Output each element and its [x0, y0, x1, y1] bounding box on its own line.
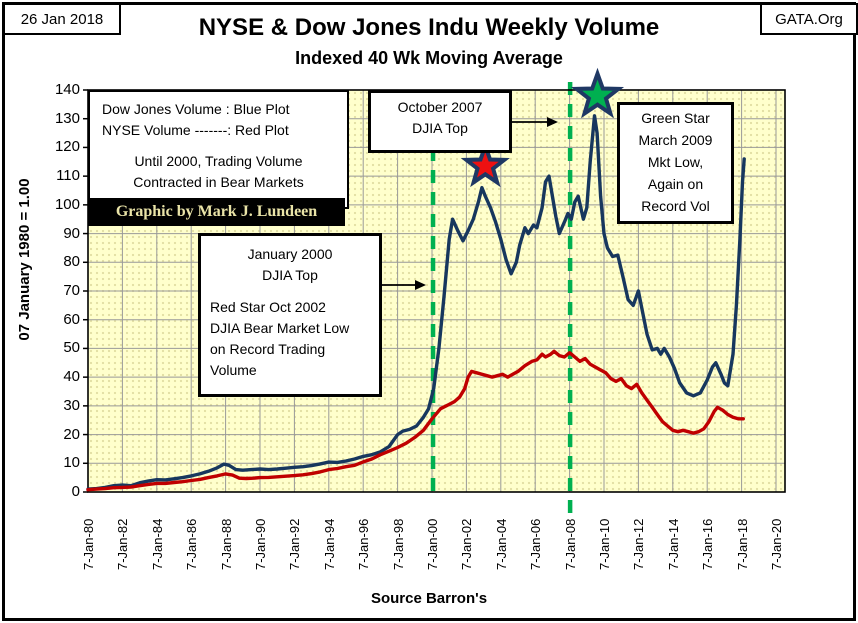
green-star: [570, 67, 625, 119]
annotation-line: Green Star: [641, 110, 710, 126]
credit-text: Graphic by Mark J. Lundeen: [115, 203, 318, 220]
annotation-green-star: Green Star March 2009 Mkt Low, Again on Reco…: [617, 102, 734, 224]
y-tick-label: 50: [63, 339, 80, 357]
x-tick-label: 7-Jan-10: [597, 518, 612, 570]
x-tick-label: 7-Jan-88: [218, 518, 234, 570]
x-tick-label: 7-Jan-06: [528, 518, 544, 570]
chart-title: NYSE & Dow Jones Indu Weekly Volume: [198, 14, 660, 41]
annotation-oct-2007: October 2007 DJIA Top: [368, 90, 512, 153]
x-tick-label: 7-Jan-04: [493, 518, 509, 570]
legend-line-dow: Dow Jones Volume : Blue Plot: [102, 101, 290, 117]
y-tick-label: 80: [63, 253, 80, 271]
x-tick-label: 7-Jan-08: [562, 518, 578, 570]
y-tick-label: 140: [54, 81, 80, 98]
red-star: [460, 140, 510, 188]
annotation-line: DJIA Top: [412, 120, 468, 136]
dow-volume-line: [86, 114, 746, 491]
x-tick-label: 7-Jan-18: [734, 518, 750, 570]
y-tick-label: 30: [63, 396, 80, 414]
y-tick-label: 40: [63, 368, 80, 386]
date-text: 26 Jan 2018: [20, 10, 104, 28]
y-tick-label: 20: [63, 425, 80, 443]
x-tick-label: 7-Jan-14: [665, 518, 681, 570]
chart-subtitle: Indexed 40 Wk Moving Average: [295, 48, 563, 68]
x-tick-label: 7-Jan-84: [149, 518, 165, 570]
y-tick-label: 90: [63, 224, 80, 242]
annotation-line: DJIA Top: [262, 267, 318, 283]
annotation-line: October 2007: [397, 99, 483, 115]
x-tick-label: 7-Jan-96: [356, 518, 372, 570]
legend-line-nyse: NYSE Volume -------: Red Plot: [102, 122, 289, 138]
site-box: GATA.Org: [760, 3, 858, 35]
source-label: Source Barron's: [370, 590, 488, 607]
site-text: GATA.Org: [775, 10, 843, 28]
x-tick-label: 7-Jan-90: [253, 518, 268, 570]
y-tick-label: 0: [71, 483, 80, 500]
y-tick-label: 10: [63, 454, 80, 472]
y-tick-label: 70: [63, 282, 80, 299]
annotation-line: on Record Trading: [210, 341, 326, 357]
legend-box: Dow Jones Volume : Blue Plot NYSE Volume…: [88, 90, 349, 209]
annotation-line: March 2009: [638, 132, 713, 148]
x-tick-label: 7-Jan-86: [184, 518, 200, 570]
x-tick-label: 7-Jan-92: [287, 518, 303, 570]
y-axis-title: 07 January 1980 = 1.00: [16, 178, 33, 341]
annotation-line: DJIA Bear Market Low: [210, 320, 350, 336]
annotation-jan-2000: January 2000 DJIA Top Red Star Oct 2002 DJI…: [198, 233, 382, 397]
x-tick-label: 7-Jan-12: [631, 518, 647, 570]
y-tick-label: 120: [54, 138, 80, 156]
arrow-to-jan-2000-head: [415, 280, 426, 290]
x-tick-label: 7-Jan-16: [700, 518, 716, 570]
y-tick-label: 110: [56, 167, 80, 185]
annotation-line: Red Star Oct 2002: [210, 299, 326, 315]
y-tick-label: 100: [54, 195, 80, 213]
x-tick-label: 7-Jan-20: [769, 518, 784, 570]
y-tick-label: 130: [54, 109, 80, 127]
annotation-line: Record Vol: [641, 198, 710, 214]
x-tick-label: 7-Jan-02: [459, 518, 475, 570]
x-tick-label: 7-Jan-98: [390, 518, 406, 570]
annotation-line: January 2000: [247, 246, 333, 262]
arrow-to-oct-2007-head: [547, 117, 558, 127]
nyse-volume-line: [86, 349, 745, 492]
date-box: 26 Jan 2018: [3, 3, 121, 35]
legend-note-line2: Contracted in Bear Markets: [133, 174, 304, 190]
annotation-line: Mkt Low,: [647, 154, 704, 170]
legend-note-line1: Until 2000, Trading Volume: [134, 153, 303, 169]
x-tick-label: 7-Jan-82: [115, 518, 131, 570]
annotation-line: Volume: [210, 362, 257, 378]
x-tick-label: 7-Jan-94: [321, 518, 337, 570]
x-tick-label: 7-Jan-00: [425, 518, 440, 570]
x-tick-label: 7-Jan-80: [81, 518, 96, 570]
y-tick-label: 60: [63, 310, 80, 328]
credit-banner: Graphic by Mark J. Lundeen: [88, 198, 345, 226]
annotation-line: Again on: [647, 176, 704, 192]
